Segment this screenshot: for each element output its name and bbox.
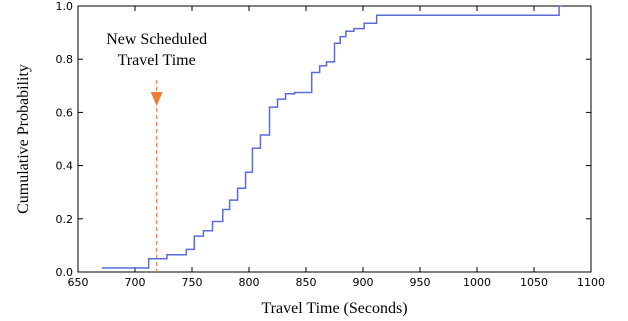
x-tick-label: 850 xyxy=(296,276,317,289)
plot-frame xyxy=(77,5,592,273)
x-tick-label: 1100 xyxy=(577,276,605,289)
y-tick-label: 0.6 xyxy=(56,106,74,119)
annotation-label-line-1: New Scheduled xyxy=(106,31,207,48)
x-tick-label: 950 xyxy=(410,276,431,289)
y-tick-label: 0.8 xyxy=(56,53,74,66)
y-axis-title: Cumulative Probability xyxy=(15,64,32,214)
x-tick-label: 900 xyxy=(353,276,374,289)
y-tick-label: 0.0 xyxy=(56,266,74,279)
y-tick-label: 0.2 xyxy=(56,213,74,226)
x-tick-label: 1000 xyxy=(463,276,491,289)
x-tick-label: 750 xyxy=(182,276,203,289)
cdf-series-line xyxy=(101,5,563,269)
x-tick-label: 800 xyxy=(239,276,260,289)
annotation-arrow-icon xyxy=(150,92,163,106)
x-axis-title: Travel Time (Seconds) xyxy=(261,300,407,317)
x-axis-ticks: 650 700 750 800 850 900 950 1000 1050 1100 xyxy=(68,6,605,289)
x-tick-label: 700 xyxy=(125,276,146,289)
y-tick-label: 1.0 xyxy=(56,0,74,13)
annotation-label-line-2: Travel Time xyxy=(118,52,196,69)
x-tick-label: 1050 xyxy=(520,276,548,289)
x-tick-label: 650 xyxy=(68,276,89,289)
y-tick-label: 0.4 xyxy=(56,160,74,173)
